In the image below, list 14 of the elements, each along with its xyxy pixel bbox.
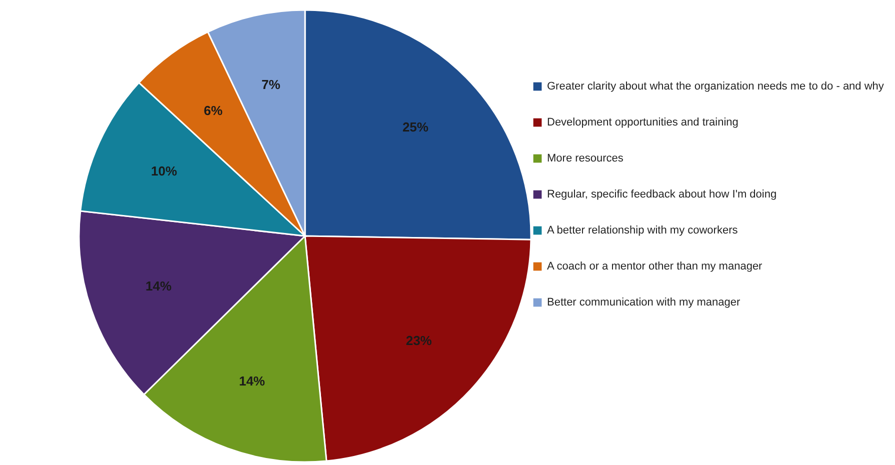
- data-label: 6%: [204, 103, 223, 118]
- data-label: 14%: [238, 374, 266, 389]
- legend-label: Greater clarity about what the organization needs me to do - and why: [547, 80, 884, 92]
- legend-label: Development opportunities and training: [547, 116, 738, 128]
- legend-label: A better relationship with my coworkers: [547, 224, 738, 236]
- data-label: 25%: [402, 119, 429, 134]
- data-label: 14%: [146, 278, 172, 294]
- legend-label: More resources: [547, 152, 624, 164]
- data-label: 7%: [261, 76, 281, 92]
- data-label: 23%: [406, 333, 432, 348]
- legend-label: Regular, specific feedback about how I'm doing: [547, 188, 777, 200]
- legend-label: A coach or a mentor other than my manager: [547, 260, 763, 272]
- data-label: 10%: [150, 164, 178, 179]
- legend-label: Better communication with my manager: [547, 296, 741, 308]
